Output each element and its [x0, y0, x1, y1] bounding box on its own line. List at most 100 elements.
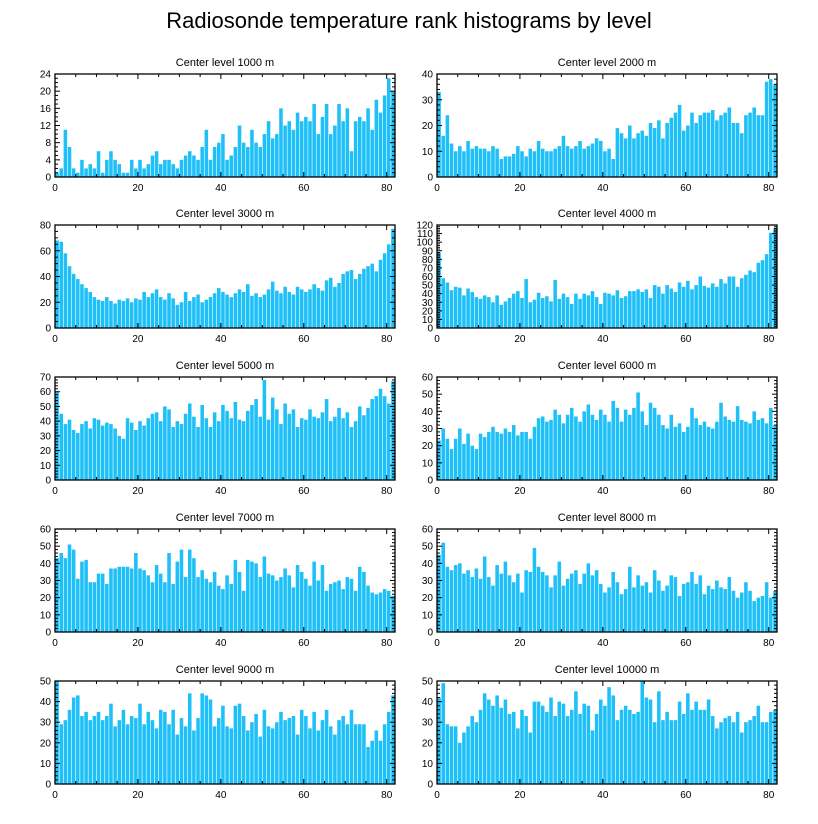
histogram-bar	[76, 432, 80, 480]
y-tick-label: 16	[40, 104, 52, 115]
histogram-bar	[312, 416, 316, 480]
histogram-bar	[611, 695, 615, 784]
histogram-bar	[374, 99, 379, 177]
histogram-bar	[681, 286, 686, 328]
histogram-bar	[686, 582, 690, 632]
histogram-bar	[84, 288, 88, 328]
histogram-bar	[735, 286, 740, 328]
histogram-bar	[756, 419, 761, 480]
histogram-bar	[76, 172, 80, 177]
histogram-bar	[158, 164, 163, 177]
histogram-bar	[603, 151, 607, 177]
histogram-bar	[378, 259, 383, 328]
histogram-bar	[744, 582, 748, 632]
histogram-bar	[196, 427, 200, 480]
histogram-bar	[586, 295, 591, 328]
histogram-bar	[690, 709, 694, 784]
x-tick-label: 0	[52, 486, 58, 497]
histogram-bar	[370, 129, 374, 177]
histogram-bar	[59, 413, 63, 480]
histogram-bar	[333, 286, 337, 328]
histogram-bar	[657, 286, 661, 328]
histogram-bar	[134, 429, 138, 480]
histogram-bar	[569, 148, 574, 177]
histogram-bar	[677, 595, 682, 632]
histogram-bar	[283, 403, 287, 480]
histogram-bar	[719, 402, 723, 480]
histogram-bar	[739, 592, 744, 632]
x-tick-label: 80	[381, 486, 393, 497]
histogram-bar	[353, 724, 358, 784]
histogram-bar	[661, 138, 665, 177]
histogram-bar	[254, 293, 258, 328]
histogram-bar	[441, 683, 445, 784]
histogram-bar	[287, 718, 292, 784]
histogram-bar	[482, 437, 487, 480]
histogram-bar	[183, 291, 188, 328]
histogram-bar	[154, 151, 159, 177]
histogram-bar	[308, 409, 312, 480]
histogram-bar	[150, 582, 155, 632]
y-tick-label: 60	[422, 272, 434, 283]
histogram-bar	[482, 148, 487, 177]
histogram-bar	[702, 421, 707, 480]
histogram-bar	[362, 121, 366, 177]
histogram-bar	[760, 418, 765, 480]
histogram-bar	[84, 421, 88, 480]
histogram-bar	[237, 703, 242, 784]
histogram-bar	[690, 571, 694, 632]
histogram-bar	[536, 701, 541, 784]
histogram-bar	[333, 416, 337, 480]
histogram-bar	[370, 399, 374, 480]
histogram-bar	[246, 559, 250, 632]
histogram-bar	[557, 414, 562, 480]
histogram-bar	[744, 722, 748, 784]
histogram-bar	[217, 718, 221, 784]
histogram-bar	[507, 431, 512, 480]
histogram-bar	[109, 424, 113, 480]
histogram-bar	[187, 549, 192, 632]
histogram-bar	[731, 722, 736, 784]
histogram-bar	[462, 573, 466, 632]
histogram-bar	[665, 585, 669, 632]
histogram-bar	[391, 695, 395, 784]
histogram-bar	[225, 294, 229, 328]
histogram-bar	[681, 583, 686, 632]
y-tick-label: 70	[422, 263, 434, 274]
y-tick-label: 30	[422, 718, 434, 729]
histogram-bar	[316, 288, 321, 328]
histogram-bar	[619, 133, 624, 177]
histogram-bar	[129, 159, 134, 177]
histogram-bar	[698, 276, 703, 328]
histogram-bar	[516, 728, 520, 784]
histogram-bar	[706, 585, 711, 632]
histogram-bar	[615, 720, 620, 784]
histogram-bar	[229, 583, 233, 632]
histogram-bar	[275, 290, 279, 328]
histogram-bar	[179, 549, 184, 632]
histogram-bar	[76, 695, 80, 784]
histogram-bar	[262, 709, 267, 784]
histogram-bar	[487, 297, 491, 328]
histogram-bar	[453, 726, 458, 784]
y-tick-label: 40	[40, 697, 52, 708]
histogram-bar	[756, 705, 761, 784]
histogram-bar	[569, 303, 574, 328]
histogram-bar	[84, 711, 88, 784]
histogram-bar	[599, 140, 603, 177]
histogram-bar	[657, 414, 661, 480]
y-tick-label: 0	[45, 780, 51, 791]
histogram-bar	[113, 726, 117, 784]
histogram-bar	[615, 290, 620, 328]
figure-title: Radiosonde temperature rank histograms b…	[166, 8, 652, 33]
histogram-bar	[200, 146, 204, 177]
histogram-bar	[727, 419, 732, 480]
histogram-bar	[652, 570, 657, 632]
y-tick-label: 8	[45, 138, 51, 149]
panel-title: Center level 8000 m	[558, 512, 656, 524]
histogram-bar	[694, 701, 698, 784]
histogram-bar	[167, 159, 171, 177]
histogram-bar	[63, 720, 68, 784]
y-tick-label: 40	[422, 70, 434, 81]
histogram-bar	[142, 724, 146, 784]
